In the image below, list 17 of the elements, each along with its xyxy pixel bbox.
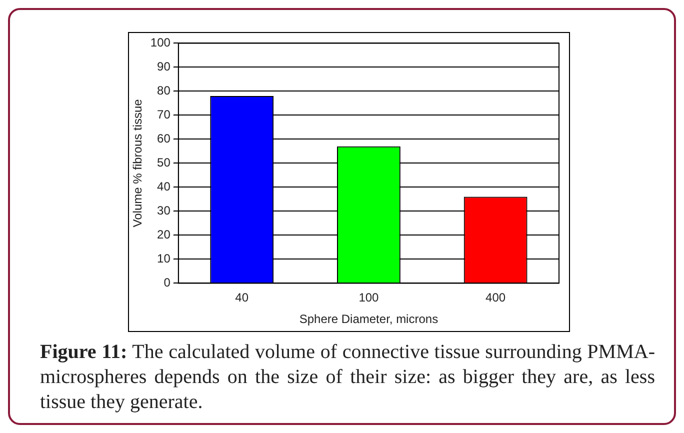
y-axis-title: Volume % fibrous tissue [130,98,145,228]
y-tick-label: 90 [157,60,171,74]
y-tick-label: 40 [157,180,171,194]
y-tick-label: 80 [157,84,171,98]
y-tick-label: 50 [157,156,171,170]
y-tick-label: 20 [157,228,171,242]
y-tick-label: 60 [157,132,171,146]
x-tick-label: 100 [358,290,380,305]
caption: Figure 11: The calculated volume of connective tissue surrounding PMMA-microspheres depends on the size of their size: as bigger they are, as less tissue they generate. [40,341,655,413]
x-axis-title: Sphere Diameter, microns [299,312,438,326]
x-tick-label: 40 [235,290,249,305]
y-tick-label: 10 [157,252,171,266]
y-tick-label: 70 [157,108,171,122]
y-tick-label: 100 [150,36,171,50]
y-tick-label: 30 [157,204,171,218]
y-tick-label: 0 [164,276,171,290]
x-tick-label: 400 [486,290,506,305]
